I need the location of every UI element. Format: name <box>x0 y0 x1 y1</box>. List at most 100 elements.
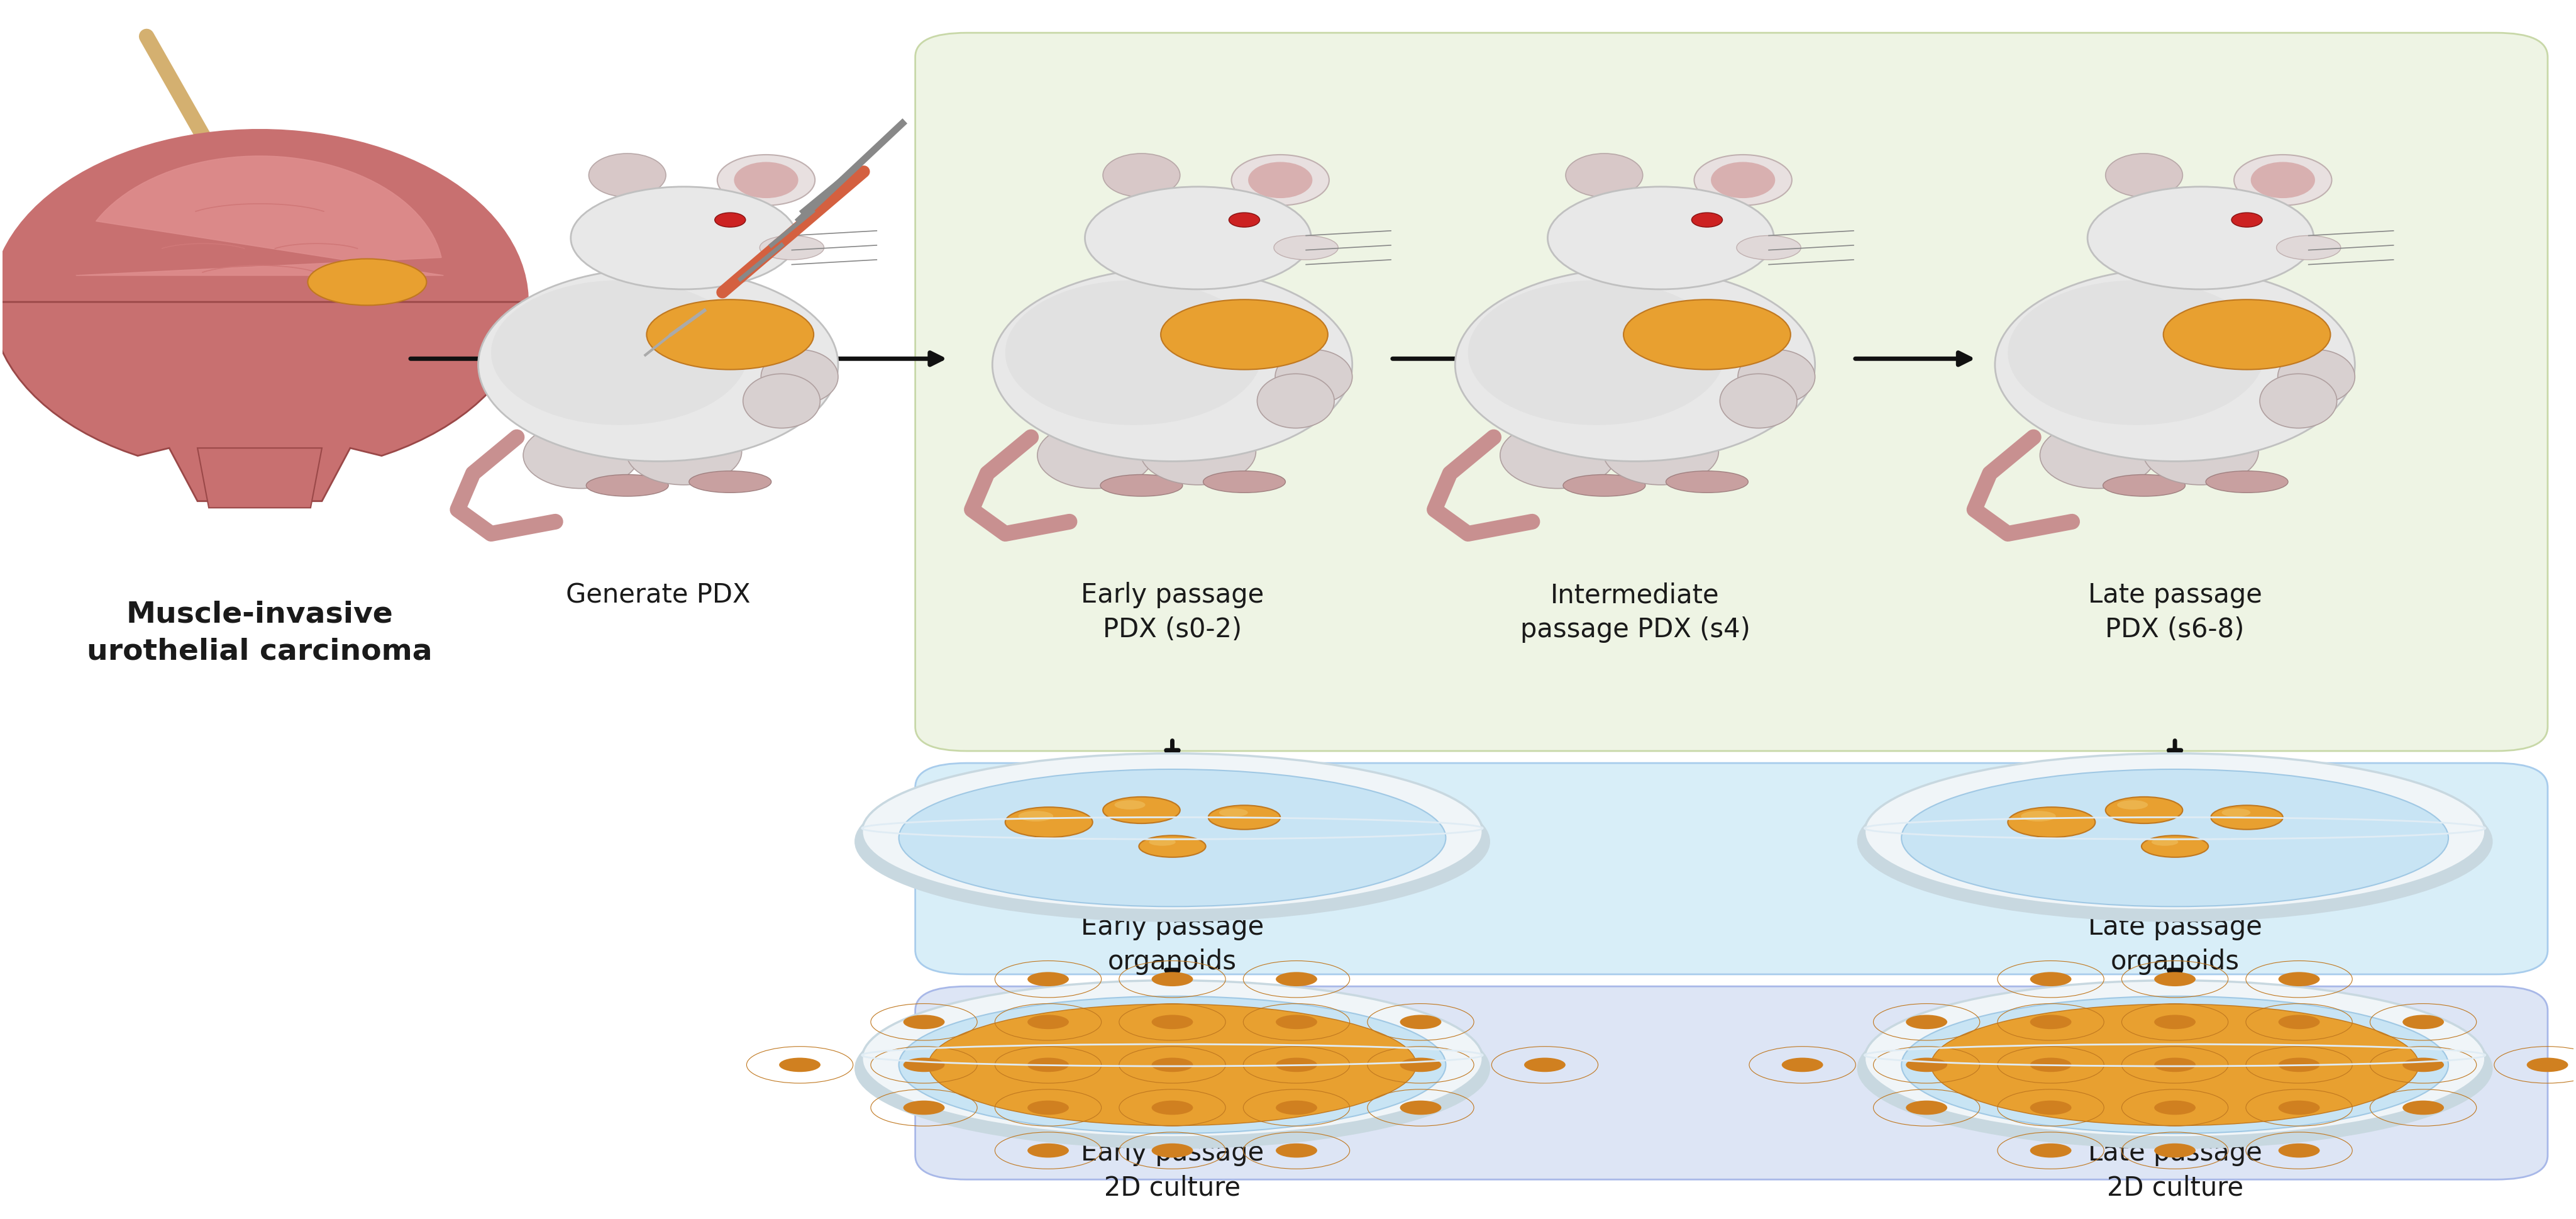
Ellipse shape <box>2151 839 2179 846</box>
Ellipse shape <box>2143 418 2259 485</box>
Ellipse shape <box>2221 808 2251 817</box>
Ellipse shape <box>1932 1004 2419 1125</box>
Ellipse shape <box>1739 350 1816 403</box>
Ellipse shape <box>2403 1058 2445 1072</box>
Ellipse shape <box>2231 212 2262 227</box>
Ellipse shape <box>2154 1143 2195 1158</box>
Ellipse shape <box>2154 1058 2195 1072</box>
Ellipse shape <box>1901 769 2447 907</box>
Ellipse shape <box>1151 1143 1193 1158</box>
Ellipse shape <box>479 268 837 461</box>
Ellipse shape <box>904 1015 945 1029</box>
Ellipse shape <box>2030 1101 2071 1115</box>
Ellipse shape <box>2403 1015 2445 1029</box>
Ellipse shape <box>2277 1143 2321 1158</box>
Text: Late passage
PDX (s6-8): Late passage PDX (s6-8) <box>2089 581 2262 644</box>
Ellipse shape <box>590 154 665 197</box>
Ellipse shape <box>1865 753 2486 911</box>
Ellipse shape <box>863 980 1484 1137</box>
Ellipse shape <box>1005 807 1092 837</box>
Ellipse shape <box>1468 280 1726 425</box>
Ellipse shape <box>2277 1101 2321 1115</box>
Ellipse shape <box>688 471 770 492</box>
Ellipse shape <box>855 989 1489 1148</box>
Text: Early passage
2D culture: Early passage 2D culture <box>1082 1140 1265 1201</box>
Ellipse shape <box>1399 1015 1443 1029</box>
Ellipse shape <box>2527 1058 2568 1072</box>
Ellipse shape <box>1028 1143 1069 1158</box>
Ellipse shape <box>2277 972 2321 986</box>
Ellipse shape <box>1028 1058 1069 1072</box>
Ellipse shape <box>1857 989 2494 1148</box>
Ellipse shape <box>1229 212 1260 227</box>
Ellipse shape <box>855 761 1489 922</box>
Ellipse shape <box>1566 154 1643 197</box>
Ellipse shape <box>899 996 1445 1134</box>
Ellipse shape <box>1525 1058 1566 1072</box>
Ellipse shape <box>1906 1015 1947 1029</box>
Text: Late passage
2D culture: Late passage 2D culture <box>2089 1140 2262 1201</box>
Ellipse shape <box>2164 300 2331 369</box>
Ellipse shape <box>2007 807 2094 837</box>
Ellipse shape <box>1151 972 1193 986</box>
Ellipse shape <box>1399 1101 1443 1115</box>
Ellipse shape <box>2277 1058 2321 1072</box>
Ellipse shape <box>2403 1101 2445 1115</box>
Ellipse shape <box>2210 806 2282 829</box>
Polygon shape <box>0 302 528 501</box>
Ellipse shape <box>1162 300 1327 369</box>
Text: Late passage
organoids: Late passage organoids <box>2089 914 2262 975</box>
Text: Generate PDX: Generate PDX <box>567 581 750 608</box>
Ellipse shape <box>1018 811 1054 822</box>
Ellipse shape <box>1149 839 1175 846</box>
Ellipse shape <box>2154 972 2195 986</box>
FancyBboxPatch shape <box>914 33 2548 751</box>
Ellipse shape <box>523 422 639 489</box>
Ellipse shape <box>1141 418 1257 485</box>
Ellipse shape <box>1151 1058 1193 1072</box>
Text: Early passage
PDX (s0-2): Early passage PDX (s0-2) <box>1082 581 1265 644</box>
Ellipse shape <box>1783 1058 1824 1072</box>
Ellipse shape <box>904 1058 945 1072</box>
Ellipse shape <box>587 474 667 496</box>
Ellipse shape <box>1906 1101 1947 1115</box>
Ellipse shape <box>778 1058 822 1072</box>
Ellipse shape <box>1906 1058 1947 1072</box>
Ellipse shape <box>1275 1058 1316 1072</box>
Ellipse shape <box>1710 162 1775 199</box>
Ellipse shape <box>1736 235 1801 260</box>
Ellipse shape <box>2105 154 2182 197</box>
Ellipse shape <box>1151 1015 1193 1029</box>
Ellipse shape <box>1857 761 2494 922</box>
Ellipse shape <box>904 1101 945 1115</box>
Ellipse shape <box>1208 806 1280 829</box>
Ellipse shape <box>2277 235 2342 260</box>
Ellipse shape <box>1623 300 1790 369</box>
Ellipse shape <box>2022 811 2056 822</box>
Ellipse shape <box>714 212 744 227</box>
Ellipse shape <box>2259 374 2336 428</box>
Ellipse shape <box>1028 1015 1069 1029</box>
Ellipse shape <box>1038 422 1154 489</box>
Polygon shape <box>75 156 443 275</box>
Ellipse shape <box>1115 800 1146 809</box>
Ellipse shape <box>572 187 796 289</box>
Ellipse shape <box>1564 474 1646 496</box>
Ellipse shape <box>742 374 819 428</box>
Ellipse shape <box>760 235 824 260</box>
Ellipse shape <box>2040 422 2156 489</box>
Ellipse shape <box>2277 1015 2321 1029</box>
Ellipse shape <box>927 1004 1417 1125</box>
Ellipse shape <box>1901 996 2447 1134</box>
Ellipse shape <box>1005 280 1262 425</box>
Ellipse shape <box>2251 162 2316 199</box>
Ellipse shape <box>1499 422 1615 489</box>
Ellipse shape <box>2087 187 2313 289</box>
Text: Muscle-invasive
urothelial carcinoma: Muscle-invasive urothelial carcinoma <box>88 600 433 666</box>
Ellipse shape <box>2141 835 2208 857</box>
Ellipse shape <box>2233 155 2331 206</box>
Ellipse shape <box>1275 1143 1316 1158</box>
Ellipse shape <box>1865 980 2486 1137</box>
Ellipse shape <box>1139 835 1206 857</box>
Ellipse shape <box>1275 350 1352 403</box>
